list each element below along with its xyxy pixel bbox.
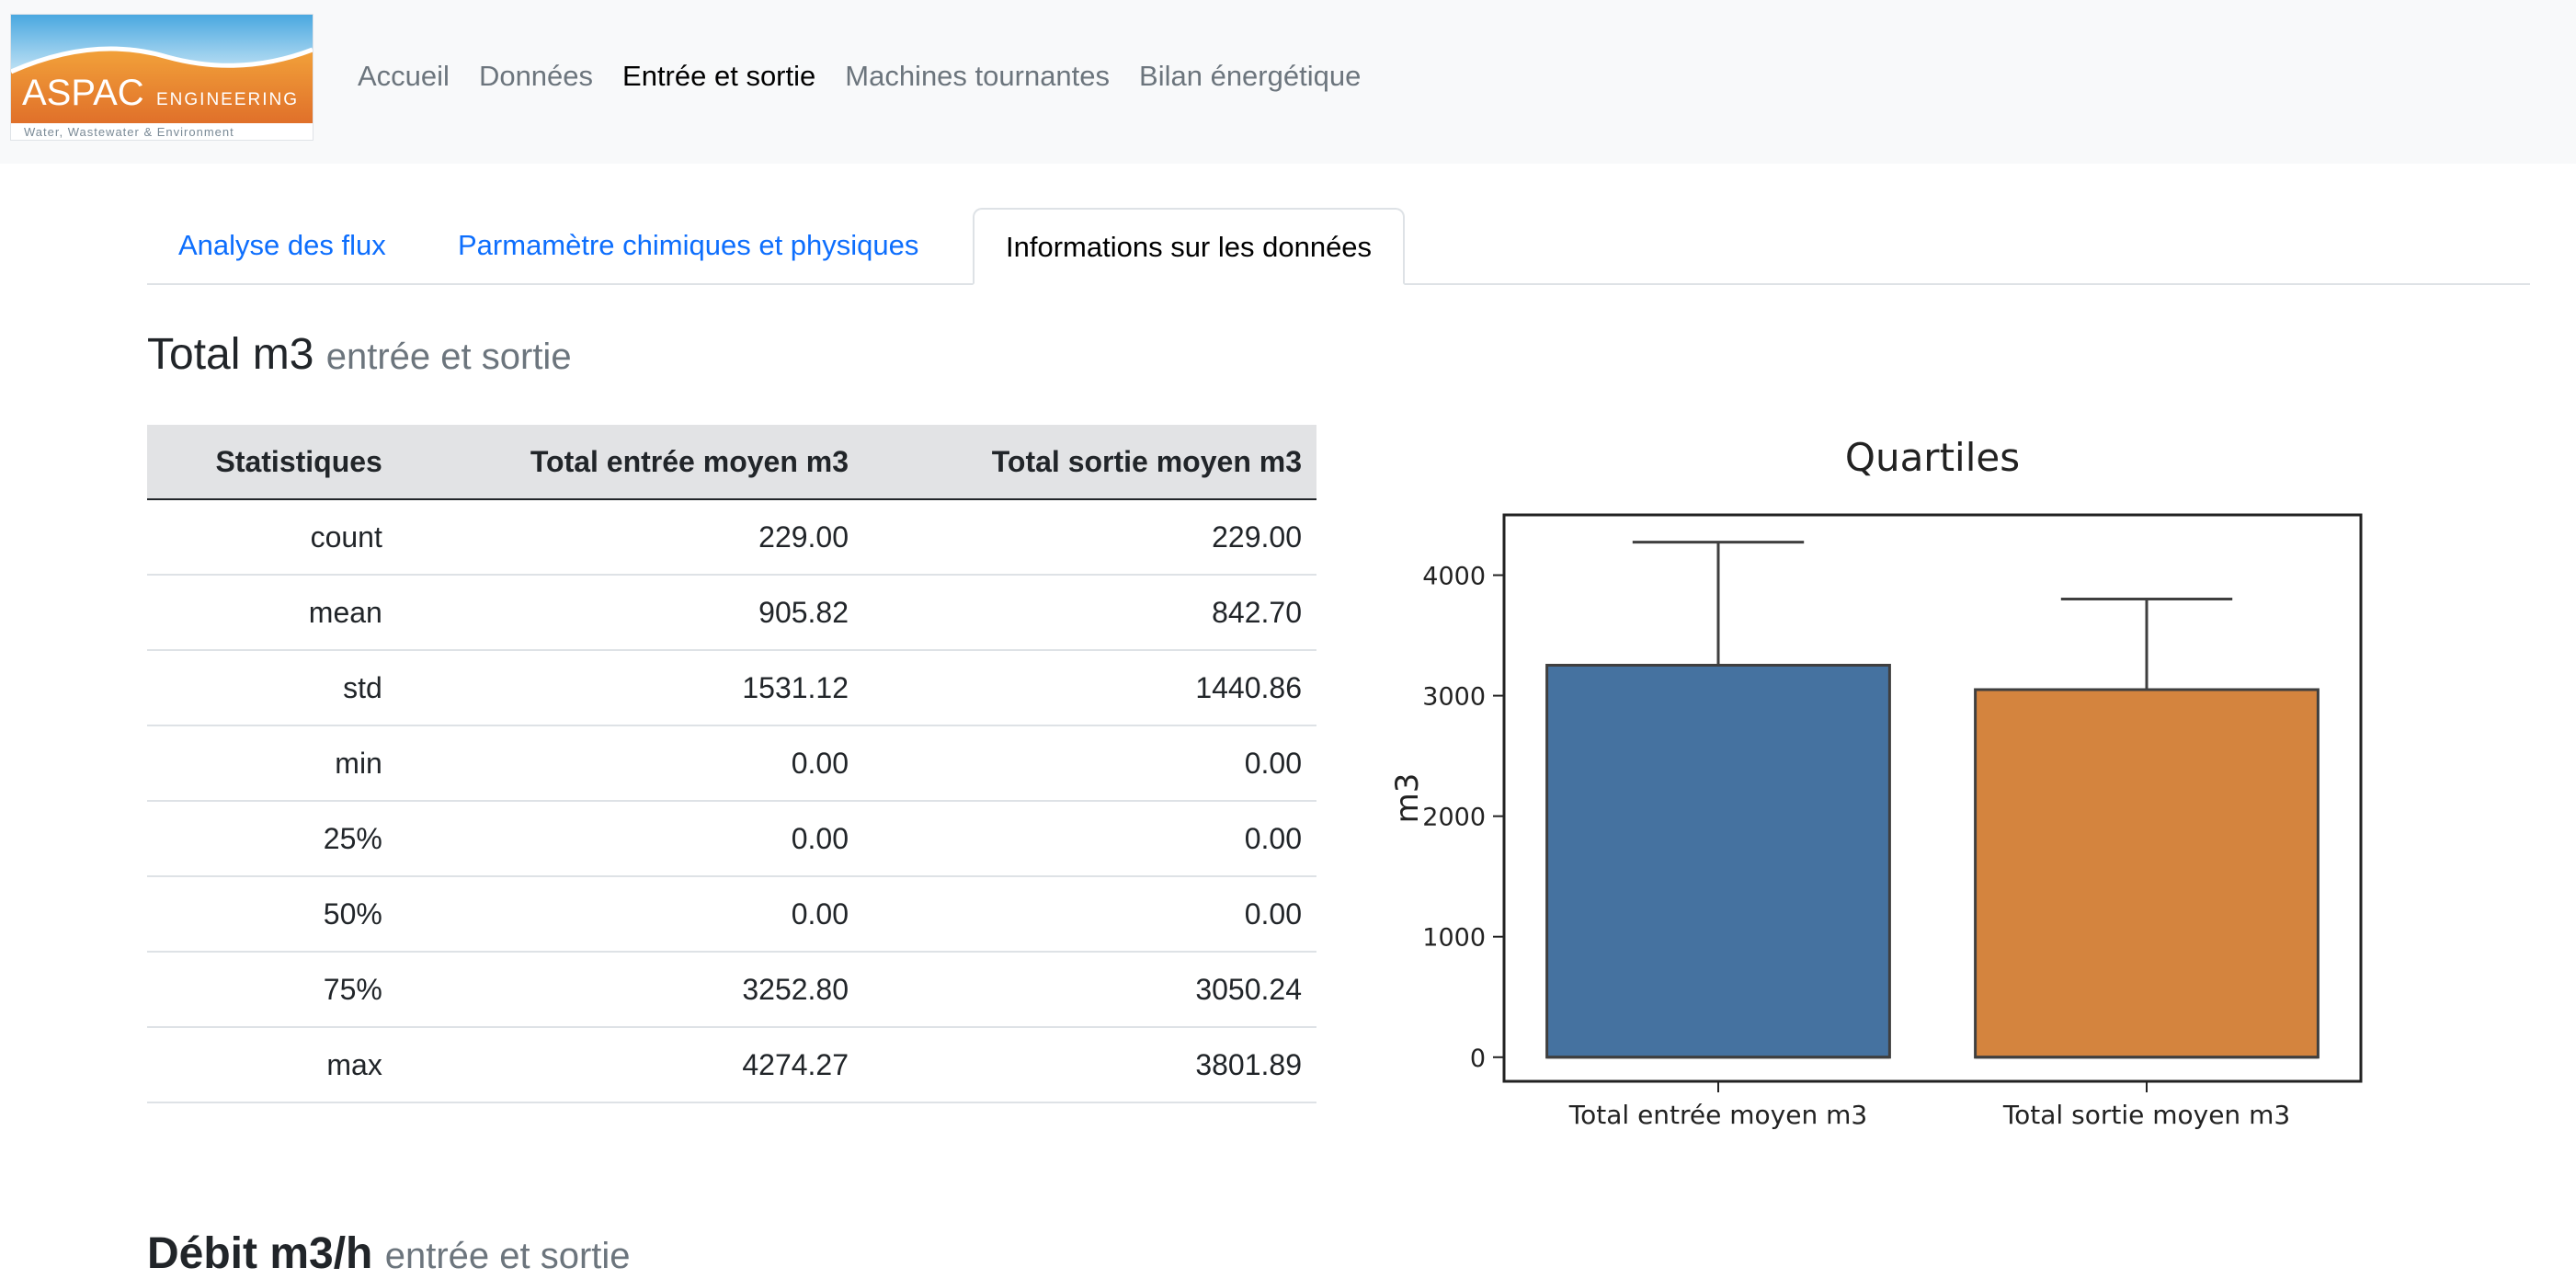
- section-title: Total m3 entrée et sortie: [147, 329, 572, 380]
- table-cell: 0.00: [396, 801, 864, 877]
- next-section-subtitle: entrée et sortie: [384, 1236, 631, 1276]
- table-cell: 0.00: [863, 876, 1316, 953]
- y-axis-label: m3: [1389, 773, 1426, 824]
- nav-item-donnees[interactable]: Données: [478, 60, 594, 92]
- table-cell: 905.82: [396, 575, 864, 651]
- table-row: 75% 3252.80 3050.24: [147, 952, 1316, 1028]
- table-cell: 0.00: [863, 801, 1316, 877]
- next-section-title: Débit m3/h entrée et sortie: [147, 1228, 631, 1279]
- table-cell: 3252.80: [396, 952, 864, 1028]
- table-cell: std: [147, 650, 397, 726]
- brand-logo[interactable]: ASPAC ENGINEERING Water, Wastewater & En…: [10, 14, 313, 141]
- table-row: std 1531.12 1440.86: [147, 650, 1316, 726]
- chart-title: Quartiles: [1845, 435, 2020, 480]
- table-cell: 4274.27: [396, 1027, 864, 1103]
- y-tick-label: 2000: [1422, 804, 1486, 832]
- main-nav: Accueil Données Entrée et sortie Machine…: [358, 0, 1390, 153]
- tab-informations-donnees[interactable]: Informations sur les données: [973, 208, 1406, 285]
- svg-text:Water, Wastewater & Environmen: Water, Wastewater & Environment: [24, 125, 234, 139]
- quartiles-chart: Quartiles m3 0 1000 2000 3000 4000 Total entrée…: [1389, 435, 2363, 1130]
- table-cell: 50%: [147, 876, 397, 953]
- tab-parametres-chimiques[interactable]: Parmamètre chimiques et physiques: [458, 229, 919, 261]
- x-tick-label: Total sortie moyen m3: [2002, 1100, 2290, 1130]
- table-cell: 0.00: [863, 725, 1316, 802]
- svg-text:ENGINEERING: ENGINEERING: [156, 90, 299, 109]
- table-cell: 0.00: [396, 725, 864, 802]
- section-title-main: Total m3: [147, 330, 314, 379]
- y-tick-label: 1000: [1422, 924, 1486, 953]
- y-tick-label: 0: [1470, 1045, 1486, 1073]
- table-cell: 3050.24: [863, 952, 1316, 1028]
- section-subtitle: entrée et sortie: [325, 337, 572, 377]
- table-cell: mean: [147, 575, 397, 651]
- table-row: mean 905.82 842.70: [147, 575, 1316, 651]
- table-cell: 1531.12: [396, 650, 864, 726]
- column-header: Total entrée moyen m3: [396, 425, 864, 500]
- table-cell: 1440.86: [863, 650, 1316, 726]
- table-cell: 75%: [147, 952, 397, 1028]
- table-cell: 3801.89: [863, 1027, 1316, 1103]
- table-row: min 0.00 0.00: [147, 725, 1316, 802]
- y-tick-label: 3000: [1422, 683, 1486, 712]
- table-row: count 229.00 229.00: [147, 499, 1316, 576]
- table-cell: count: [147, 499, 397, 576]
- nav-item-bilan-energetique[interactable]: Bilan énergétique: [1139, 60, 1362, 92]
- nav-item-machines-tournantes[interactable]: Machines tournantes: [845, 60, 1111, 92]
- box-1: [1545, 663, 1891, 1059]
- next-section-title-main: Débit m3/h: [147, 1229, 373, 1278]
- box-2: [1974, 688, 2320, 1059]
- table-header-row: Statistiques Total entrée moyen m3 Total…: [147, 425, 1316, 500]
- table-row: max 4274.27 3801.89: [147, 1027, 1316, 1103]
- table-cell: 229.00: [863, 499, 1316, 576]
- table-cell: 229.00: [396, 499, 864, 576]
- table-cell: max: [147, 1027, 397, 1103]
- navbar: ASPAC ENGINEERING Water, Wastewater & En…: [0, 0, 2576, 164]
- table-cell: 25%: [147, 801, 397, 877]
- table-cell: min: [147, 725, 397, 802]
- nav-item-entree-sortie[interactable]: Entrée et sortie: [622, 60, 816, 92]
- nav-item-accueil[interactable]: Accueil: [358, 60, 450, 92]
- column-header: Statistiques: [147, 425, 397, 500]
- svg-text:ASPAC: ASPAC: [22, 73, 144, 113]
- tab-analyse-des-flux[interactable]: Analyse des flux: [178, 229, 386, 261]
- tab-bar: Analyse des flux Parmamètre chimiques et…: [147, 208, 2530, 285]
- table-row: 50% 0.00 0.00: [147, 876, 1316, 953]
- statistics-table: Statistiques Total entrée moyen m3 Total…: [147, 425, 1316, 1103]
- table-row: 25% 0.00 0.00: [147, 801, 1316, 877]
- column-header: Total sortie moyen m3: [863, 425, 1316, 500]
- x-tick-label: Total entrée moyen m3: [1568, 1100, 1867, 1130]
- plot-frame: [1502, 513, 2363, 1083]
- y-tick-label: 4000: [1422, 563, 1486, 591]
- table-cell: 0.00: [396, 876, 864, 953]
- table-cell: 842.70: [863, 575, 1316, 651]
